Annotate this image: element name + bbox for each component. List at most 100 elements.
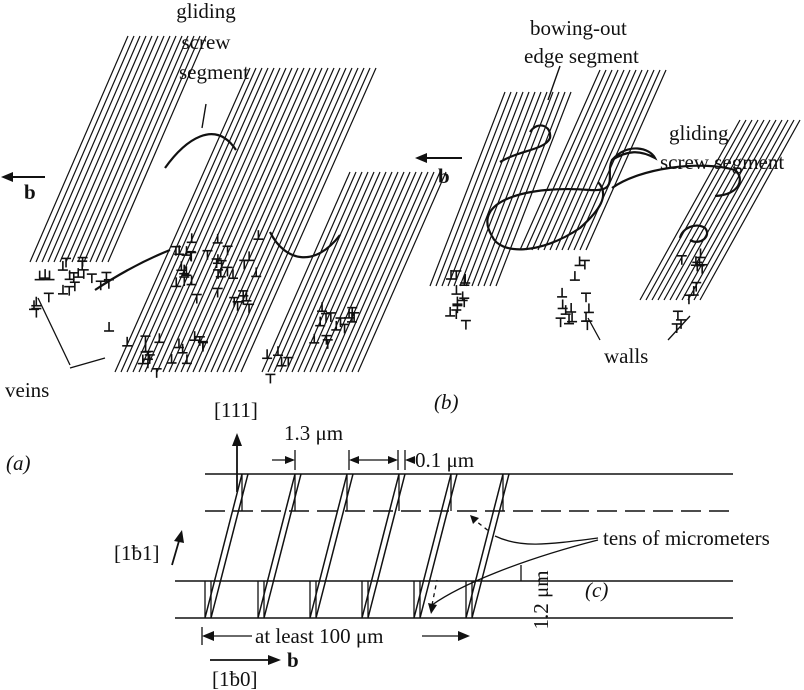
slip-line: [519, 69, 601, 251]
veins-leader-2: [69, 357, 106, 369]
burgers-arrowhead-b: [415, 153, 427, 163]
label-edge-segment: edge segment: [524, 44, 639, 68]
slip-line: [525, 69, 607, 251]
pss-lamella-b-right: [639, 119, 801, 301]
slip-line: [192, 67, 329, 373]
slip-line: [585, 69, 667, 251]
slip-line: [333, 171, 423, 373]
slip-line: [549, 69, 631, 251]
slip-line: [216, 67, 353, 373]
slip-line: [321, 171, 411, 373]
slip-line: [132, 67, 269, 373]
slip-line: [429, 91, 506, 287]
slip-line: [663, 119, 765, 301]
dislocation-curve-left: [94, 248, 171, 291]
length-arrowhead-right: [458, 631, 470, 641]
thickness-arrowhead-right: [405, 456, 415, 464]
slip-line: [579, 69, 661, 251]
slip-line: [567, 69, 649, 251]
edge-segment-curve-2: [490, 181, 605, 251]
slip-line: [681, 119, 783, 301]
slip-line: [126, 67, 263, 373]
slip-line: [675, 119, 777, 301]
slip-line: [53, 35, 153, 263]
axis-111-arrowhead: [232, 433, 242, 446]
slip-line: [174, 67, 311, 373]
slip-line: [279, 171, 369, 373]
walls-leader-1: [587, 317, 601, 341]
length-arrowhead-left: [202, 631, 214, 641]
slip-line: [198, 67, 335, 373]
slip-line: [228, 67, 365, 373]
pss-lamella-b-left: [429, 91, 572, 287]
slip-line: [339, 171, 429, 373]
slip-line: [309, 171, 399, 373]
depth-dashed-arrowhead-top: [470, 515, 479, 524]
label-segment: segment: [179, 60, 249, 84]
slip-line: [345, 171, 435, 373]
slip-line: [222, 67, 359, 373]
depth-dashed-bottom: [431, 579, 438, 606]
slip-line: [693, 119, 795, 301]
slip-line: [29, 35, 129, 263]
slip-line: [657, 119, 759, 301]
slip-line: [651, 119, 753, 301]
slip-line: [327, 171, 417, 373]
psb-walls: [204, 473, 510, 619]
walls-dislocation-debris: [445, 248, 708, 333]
label-gliding: gliding: [176, 0, 236, 23]
slip-line: [59, 35, 159, 263]
edge-segment-curve: [486, 147, 658, 237]
slip-line: [83, 35, 183, 263]
bowing-out-edge-loop: [499, 124, 552, 163]
slip-line: [156, 67, 293, 373]
slip-line: [234, 67, 371, 373]
slip-line: [489, 91, 566, 287]
label-veins: veins: [5, 378, 49, 402]
burgers-vector-a: b: [24, 180, 36, 204]
slip-line: [435, 91, 512, 287]
slip-line: [441, 91, 518, 287]
panel-label-a: (a): [6, 451, 31, 475]
direction-101: [1ƀ0]: [212, 667, 258, 690]
label-leader-bowing: [547, 65, 561, 101]
slip-line: [555, 69, 637, 251]
depth-leader-top: [494, 535, 599, 545]
slip-line: [477, 91, 554, 287]
panel-c: [111] [1ƀ1] b [1ƀ0] 1.3 μm 0.1 μm te: [114, 398, 770, 690]
burgers-vector-c: b: [287, 648, 299, 672]
label-gliding-b: gliding: [669, 121, 729, 145]
slip-line: [240, 67, 377, 373]
slip-line: [447, 91, 524, 287]
slip-line: [107, 35, 207, 263]
slip-line: [35, 35, 135, 263]
slip-line: [41, 35, 141, 263]
slip-line: [180, 67, 317, 373]
pss-lamella-left: [29, 35, 207, 263]
gliding-screw-segment-curve-bottom: [269, 231, 341, 259]
depth-dashed-arrowhead-bottom: [428, 603, 437, 614]
slip-line: [291, 171, 381, 373]
slip-line: [645, 119, 747, 301]
slip-line: [471, 91, 548, 287]
label-screw: screw: [182, 30, 232, 54]
slip-line: [261, 171, 351, 373]
spacing-arrowhead-right: [349, 456, 359, 464]
slip-line: [267, 171, 357, 373]
slip-line: [531, 69, 613, 251]
slip-line: [186, 67, 323, 373]
pss-lamella-right: [261, 171, 447, 373]
slip-line: [144, 67, 281, 373]
slip-line: [162, 67, 299, 373]
slip-line: [315, 171, 405, 373]
burgers-vector-b: b: [438, 164, 450, 188]
walls-leader-2: [667, 315, 691, 341]
gliding-screw-segment-curve-top: [164, 133, 237, 169]
slip-line: [687, 119, 789, 301]
panel-label-c: (c): [585, 578, 608, 602]
label-leader-screw: [201, 103, 207, 129]
slip-line: [95, 35, 195, 263]
axis-121-arrowhead: [174, 530, 184, 543]
slip-line: [114, 67, 251, 373]
